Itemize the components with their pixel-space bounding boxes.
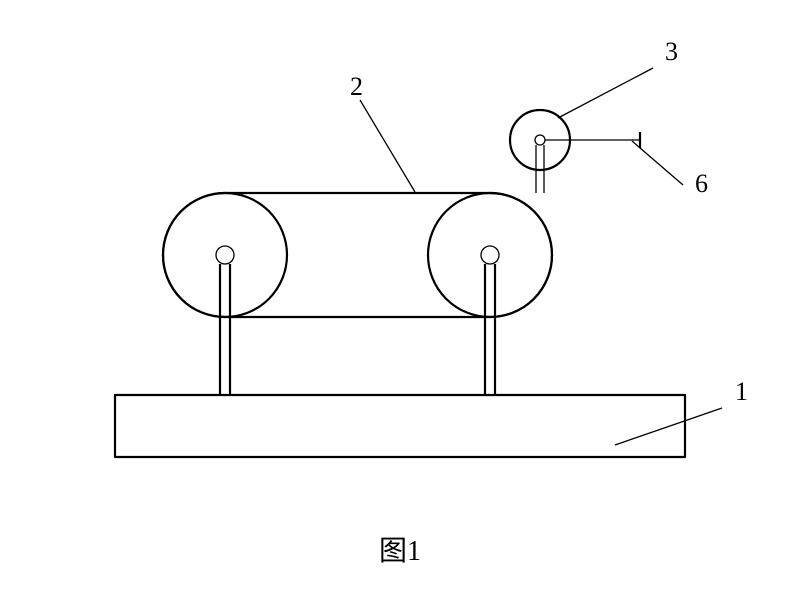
- pulley-right: [428, 193, 552, 317]
- crank-handle: [545, 132, 640, 148]
- small-wheel-axle: [535, 135, 545, 145]
- callout-label-6: 6: [695, 169, 708, 198]
- support-leg-right: [485, 264, 495, 395]
- pulley-left-axle: [216, 246, 234, 264]
- callout-leader-3: [558, 68, 653, 118]
- figure-caption: 图1: [379, 536, 421, 567]
- pulley-left: [163, 193, 287, 317]
- conveyor-belt: [163, 193, 552, 317]
- callout-leader-1: [615, 408, 722, 445]
- figure-canvas: 1 2 3 6 图1: [0, 0, 800, 594]
- callout-label-3: 3: [665, 37, 678, 66]
- support-leg-left: [220, 264, 230, 395]
- callout-leader-2: [360, 100, 415, 192]
- callout-label-1: 1: [735, 377, 748, 406]
- callout-label-2: 2: [350, 72, 363, 101]
- pulley-right-axle: [481, 246, 499, 264]
- base-plate: [115, 395, 685, 457]
- callout-leader-6: [632, 141, 683, 185]
